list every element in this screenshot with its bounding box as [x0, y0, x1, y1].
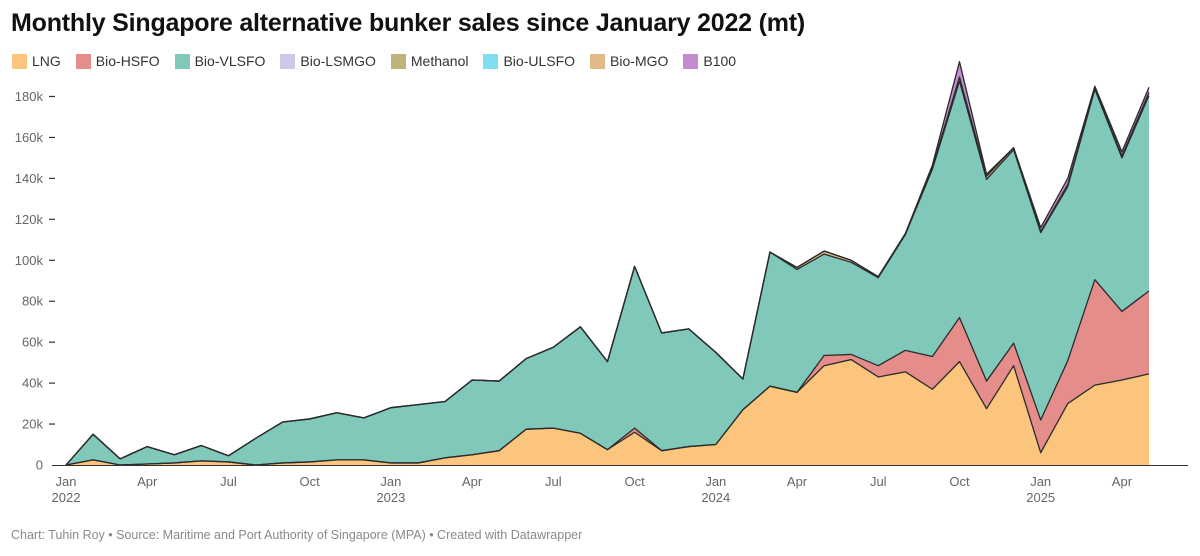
x-tick-label: Jan — [1030, 474, 1051, 489]
legend-swatch — [483, 53, 499, 69]
legend: LNG Bio-HSFO Bio-VLSFO Bio-LSMGO Methanol Bio… — [12, 53, 751, 69]
legend-item: LNG — [12, 53, 61, 69]
legend-label: Bio-VLSFO — [194, 53, 266, 69]
area-layers — [66, 61, 1149, 466]
x-tick-year-label: 2022 — [52, 490, 81, 505]
x-tick-year-label: 2023 — [376, 490, 405, 505]
x-tick-label: Apr — [787, 474, 808, 489]
legend-swatch — [174, 53, 190, 69]
y-tick-label: 0 — [36, 458, 43, 473]
legend-swatch — [75, 53, 91, 69]
y-tick-label: 100k — [15, 253, 44, 268]
legend-swatch — [390, 53, 406, 69]
legend-item: Bio-VLSFO — [174, 53, 266, 69]
area-bio-vlsfo — [66, 81, 1149, 466]
x-tick-label: Oct — [300, 474, 321, 489]
x-tick-label: Jul — [545, 474, 562, 489]
legend-item: Bio-HSFO — [75, 53, 160, 69]
x-tick-label: Apr — [137, 474, 158, 489]
x-tick-label: Jan — [56, 474, 77, 489]
legend-label: Methanol — [410, 53, 469, 69]
x-tick-label: Apr — [462, 474, 483, 489]
x-tick-year-label: 2025 — [1026, 490, 1055, 505]
legend-label: Bio-MGO — [610, 53, 669, 69]
outline-b100 — [65, 61, 1150, 466]
y-tick-label: 120k — [15, 212, 44, 227]
chart-footer: Chart: Tuhin Roy • Source: Maritime and … — [11, 528, 583, 542]
y-tick-label: 80k — [22, 294, 43, 309]
y-tick-label: 180k — [15, 89, 44, 104]
area-bio-hsfo — [66, 279, 1149, 465]
y-axis: 0 20k 40k 60k 80k 100k 120k 140k 160k 180k — [15, 89, 55, 473]
legend-item: Bio-ULSFO — [483, 53, 575, 69]
legend-label: LNG — [32, 53, 61, 69]
legend-item: Bio-MGO — [590, 53, 668, 69]
legend-label: Bio-ULSFO — [503, 53, 576, 69]
chart-title: Monthly Singapore alternative bunker sal… — [11, 9, 806, 37]
y-tick-label: 20k — [22, 417, 43, 432]
legend-label: B100 — [703, 53, 737, 69]
y-tick-label: 160k — [15, 130, 44, 145]
y-tick-label: 60k — [22, 335, 43, 350]
x-tick-year-label: 2024 — [701, 490, 730, 505]
x-tick-label: Apr — [1112, 474, 1133, 489]
area-lng — [66, 359, 1149, 465]
legend-item: B100 — [683, 53, 736, 69]
legend-swatch — [590, 53, 606, 69]
x-tick-label: Oct — [624, 474, 645, 489]
legend-item: Bio-LSMGO — [280, 53, 376, 69]
legend-swatch — [12, 53, 27, 69]
legend-swatch — [683, 53, 699, 69]
y-tick-label: 40k — [22, 376, 43, 391]
x-tick-label: Jul — [220, 474, 237, 489]
legend-item: Methanol — [390, 53, 469, 69]
legend-swatch — [280, 53, 296, 69]
outline-bio-hsfo — [65, 279, 1150, 466]
x-tick-label: Jan — [380, 474, 401, 489]
y-tick-label: 140k — [15, 171, 44, 186]
x-tick-label: Jul — [870, 474, 887, 489]
legend-label: Bio-LSMGO — [300, 53, 376, 69]
area-outlines — [65, 61, 1150, 466]
legend-label: Bio-HSFO — [95, 53, 160, 69]
x-tick-label: Oct — [949, 474, 970, 489]
x-tick-label: Jan — [705, 474, 726, 489]
